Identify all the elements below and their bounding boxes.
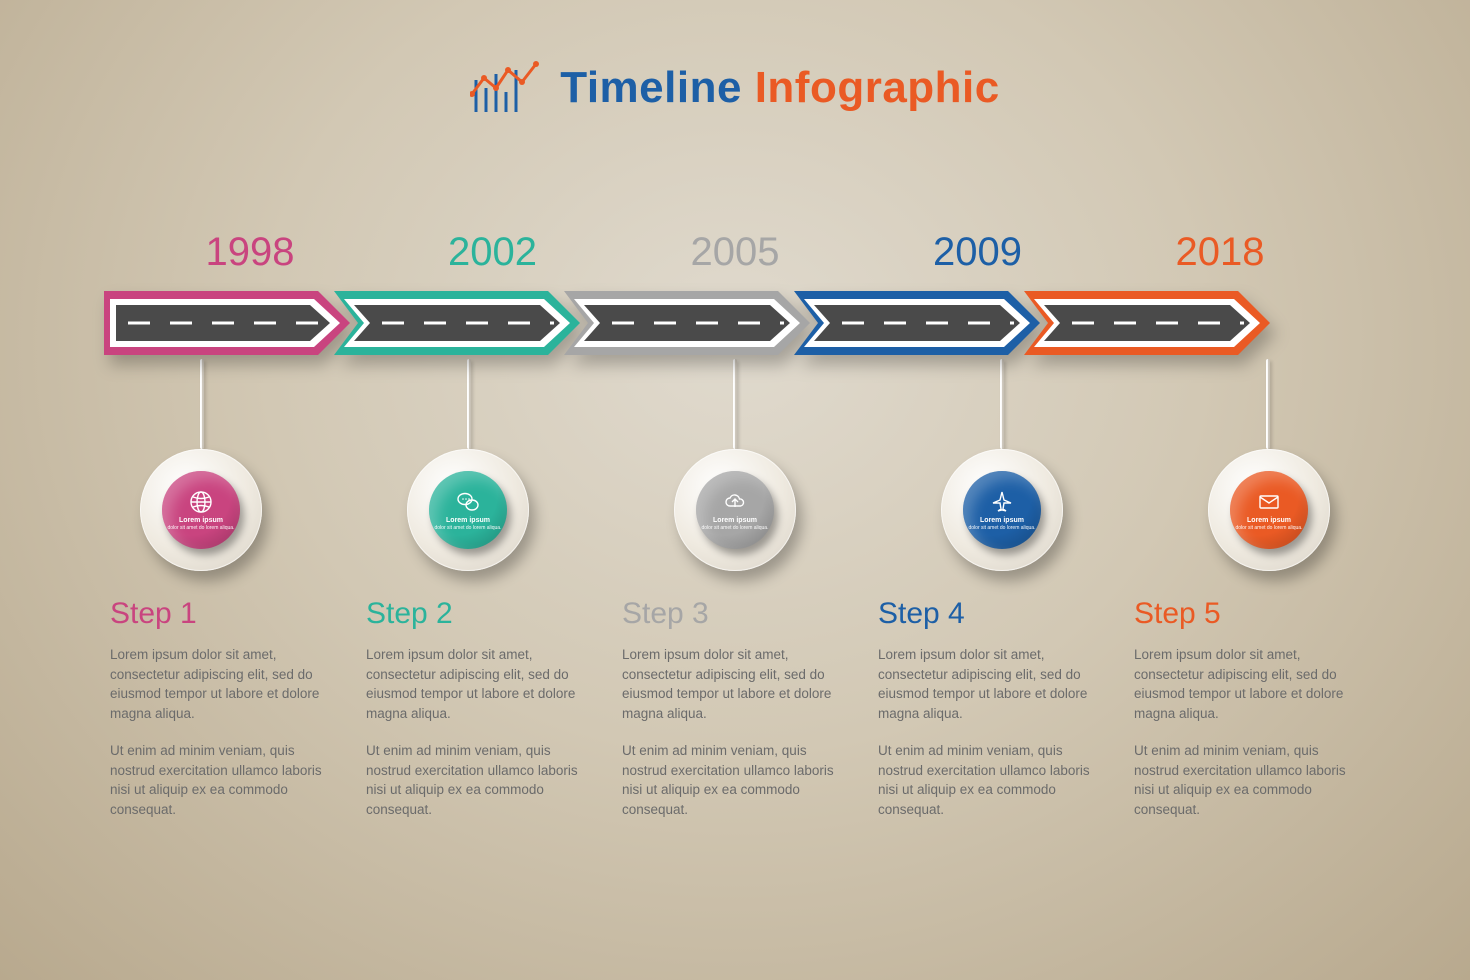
circle-row: Lorem ipsumdolor sit amet do lorem aliqu… — [100, 449, 1370, 571]
connector-0 — [200, 359, 204, 449]
arrow-row — [100, 287, 1370, 359]
timeline: 1998 2002 2005 2009 2018 — [100, 230, 1370, 838]
step-title-1: Step 2 — [366, 597, 592, 631]
mail-icon: Lorem ipsumdolor sit amet do lorem aliqu… — [1230, 471, 1308, 549]
step-title-4: Step 5 — [1134, 597, 1360, 631]
circle-3: Lorem ipsumdolor sit amet do lorem aliqu… — [941, 449, 1063, 571]
para-3a: Lorem ipsum dolor sit amet, consectetur … — [878, 645, 1104, 723]
text-col-3: Step 4 Lorem ipsum dolor sit amet, conse… — [878, 597, 1104, 838]
header: Timeline Infographic — [0, 0, 1470, 116]
text-col-2: Step 3 Lorem ipsum dolor sit amet, conse… — [622, 597, 848, 838]
connector-1 — [467, 359, 471, 449]
year-row: 1998 2002 2005 2009 2018 — [100, 230, 1370, 287]
cloud-up-icon: Lorem ipsumdolor sit amet do lorem aliqu… — [696, 471, 774, 549]
year-0: 1998 — [160, 230, 340, 275]
circle-0: Lorem ipsumdolor sit amet do lorem aliqu… — [140, 449, 262, 571]
text-col-0: Step 1 Lorem ipsum dolor sit amet, conse… — [110, 597, 336, 838]
connector-3 — [1000, 359, 1004, 449]
plane-icon: Lorem ipsumdolor sit amet do lorem aliqu… — [963, 471, 1041, 549]
para-1a: Lorem ipsum dolor sit amet, consectetur … — [366, 645, 592, 723]
step-title-0: Step 1 — [110, 597, 336, 631]
arrow-3 — [790, 287, 1044, 359]
step-title-2: Step 3 — [622, 597, 848, 631]
connector-row — [100, 359, 1370, 449]
circle-1: Lorem ipsumdolor sit amet do lorem aliqu… — [407, 449, 529, 571]
globe-icon: Lorem ipsumdolor sit amet do lorem aliqu… — [162, 471, 240, 549]
year-4: 2018 — [1130, 230, 1310, 275]
text-row: Step 1 Lorem ipsum dolor sit amet, conse… — [100, 571, 1370, 838]
para-1b: Ut enim ad minim veniam, quis nostrud ex… — [366, 741, 592, 819]
para-4b: Ut enim ad minim veniam, quis nostrud ex… — [1134, 741, 1360, 819]
page-title: Timeline Infographic — [560, 63, 1000, 113]
para-4a: Lorem ipsum dolor sit amet, consectetur … — [1134, 645, 1360, 723]
arrow-1 — [330, 287, 584, 359]
title-word-b: Infographic — [755, 63, 1000, 112]
circle-2: Lorem ipsumdolor sit amet do lorem aliqu… — [674, 449, 796, 571]
year-2: 2005 — [645, 230, 825, 275]
arrow-2 — [560, 287, 814, 359]
arrow-0 — [100, 287, 354, 359]
title-word-a: Timeline — [560, 63, 742, 112]
year-3: 2009 — [888, 230, 1068, 275]
arrow-4 — [1020, 287, 1274, 359]
year-1: 2002 — [403, 230, 583, 275]
chart-line-icon — [470, 60, 542, 116]
para-2a: Lorem ipsum dolor sit amet, consectetur … — [622, 645, 848, 723]
para-2b: Ut enim ad minim veniam, quis nostrud ex… — [622, 741, 848, 819]
para-0b: Ut enim ad minim veniam, quis nostrud ex… — [110, 741, 336, 819]
text-col-1: Step 2 Lorem ipsum dolor sit amet, conse… — [366, 597, 592, 838]
para-0a: Lorem ipsum dolor sit amet, consectetur … — [110, 645, 336, 723]
chat-icon: Lorem ipsumdolor sit amet do lorem aliqu… — [429, 471, 507, 549]
connector-2 — [733, 359, 737, 449]
text-col-4: Step 5 Lorem ipsum dolor sit amet, conse… — [1134, 597, 1360, 838]
step-title-3: Step 4 — [878, 597, 1104, 631]
connector-4 — [1266, 359, 1270, 449]
para-3b: Ut enim ad minim veniam, quis nostrud ex… — [878, 741, 1104, 819]
circle-4: Lorem ipsumdolor sit amet do lorem aliqu… — [1208, 449, 1330, 571]
